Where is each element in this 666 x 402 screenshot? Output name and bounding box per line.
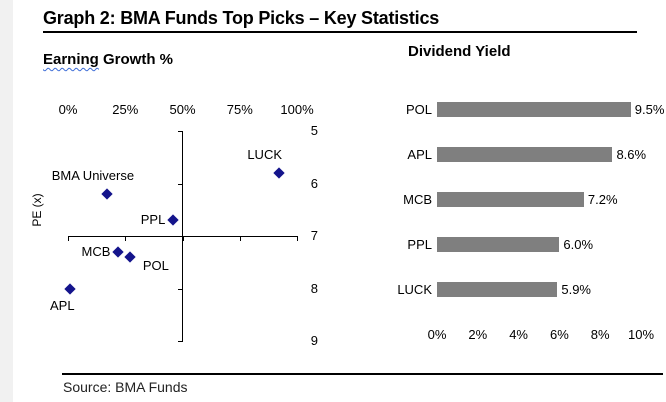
source-divider [62,373,663,375]
bar-category-label-pol: POL [405,101,432,117]
bar-chart-title: Dividend Yield [408,43,511,60]
bar-x-tick-label: 2% [468,327,488,342]
scatter-x-tick-mark [183,236,184,241]
scatter-x-tick-mark [68,236,69,241]
bar-luck [437,282,558,297]
scatter-x-tick-mark [297,236,298,241]
page-title: Graph 2: BMA Funds Top Picks – Key Stati… [43,8,440,28]
bar-x-tick-label: 8% [590,327,610,342]
bar-category-label-ppl: PPL [407,236,432,252]
bar-value-label-ppl: 6.0% [563,236,594,252]
bar-value-label-mcb: 7.2% [587,191,618,207]
bar-category-label-apl: APL [407,146,432,162]
scatter-x-tick-label: 25% [112,102,139,117]
scatter-y-tick-label: 9 [310,333,318,349]
page-edge-strip [0,0,13,402]
scatter-y-tick-label: 6 [310,175,318,191]
scatter-y-tick-mark [178,289,183,290]
bar-value-label-apl: 8.6% [616,146,647,162]
title-divider [43,31,637,33]
scatter-y-tick-label: 7 [310,228,318,244]
bar-mcb [437,192,584,207]
bar-x-tick-label: 10% [627,327,655,342]
scatter-point-label-pol: POL [142,258,169,274]
scatter-title-rest: Growth % [98,51,174,68]
scatter-title-wavy-word: Earning [43,51,99,68]
bar-ppl [437,237,560,252]
scatter-y-tick-mark [178,236,183,237]
scatter-y-tick-mark [178,341,183,342]
bar-value-label-pol: 9.5% [634,101,665,117]
scatter-x-tick-label: 75% [226,102,253,117]
bar-x-tick-label: 6% [549,327,569,342]
bar-pol [437,102,631,117]
scatter-y-tick-mark [178,131,183,132]
scatter-x-tick-mark [125,236,126,241]
bar-x-tick-label: 0% [427,327,447,342]
source-text: Source: BMA Funds [63,379,188,395]
scatter-y-tick-mark [178,184,183,185]
bar-category-label-mcb: MCB [403,191,432,207]
scatter-x-tick-label: 50% [169,102,196,117]
scatter-point-label-ppl: PPL [140,212,166,228]
bar-x-tick-label: 4% [509,327,528,342]
bar-category-label-luck: LUCK [397,281,432,297]
scatter-point-label-mcb: MCB [81,243,111,259]
scatter-x-tick-label: 100% [280,102,314,117]
scatter-point-label-bma-universe: BMA Universe [51,167,135,183]
scatter-point-label-luck: LUCK [247,146,283,162]
bar-value-label-luck: 5.9% [561,281,591,297]
scatter-y-tick-label: 5 [310,122,318,138]
scatter-y-tick-label: 8 [310,280,318,296]
bar-apl [437,147,613,162]
scatter-point-label-apl: APL [49,297,75,313]
scatter-chart-title: Earning Growth % [43,51,174,69]
scatter-x-tick-mark [240,236,241,241]
scatter-x-tick-label: 0% [58,102,78,117]
